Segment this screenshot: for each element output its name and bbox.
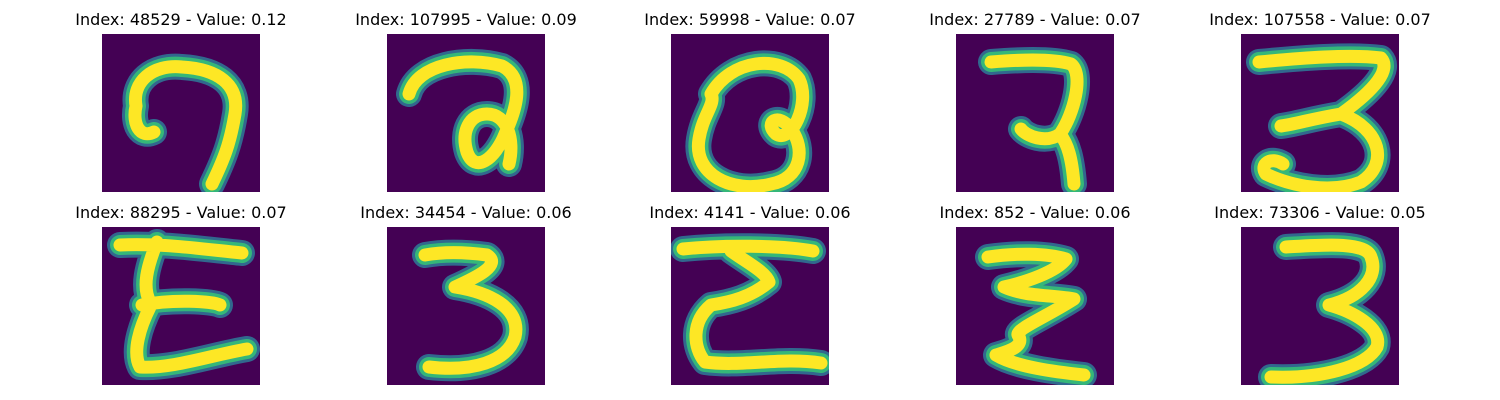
digit-strokes (956, 227, 1114, 385)
digit-image (1241, 227, 1399, 385)
panel-title: Index: 59998 - Value: 0.07 (644, 10, 856, 29)
digit-image (956, 227, 1114, 385)
digit-image (671, 227, 829, 385)
digit-strokes (387, 34, 545, 192)
image-panel: Index: 34454 - Value: 0.06 (316, 193, 616, 385)
digit-strokes (1241, 34, 1399, 192)
image-panel: Index: 59998 - Value: 0.07 (600, 0, 900, 192)
digit-image (387, 227, 545, 385)
digit-strokes (102, 227, 260, 385)
panel-title: Index: 107995 - Value: 0.09 (355, 10, 577, 29)
image-panel: Index: 107995 - Value: 0.09 (316, 0, 616, 192)
digit-strokes (956, 34, 1114, 192)
digit-image (671, 34, 829, 192)
digit-image (387, 34, 545, 192)
panel-title: Index: 4141 - Value: 0.06 (649, 203, 851, 222)
digit-image (102, 34, 260, 192)
digit-strokes (387, 227, 545, 385)
panel-title: Index: 852 - Value: 0.06 (939, 203, 1131, 222)
digit-strokes (671, 227, 829, 385)
image-panel: Index: 107558 - Value: 0.07 (1170, 0, 1470, 192)
panel-title: Index: 88295 - Value: 0.07 (75, 203, 287, 222)
digit-image (102, 227, 260, 385)
panel-title: Index: 27789 - Value: 0.07 (929, 10, 1141, 29)
panel-title: Index: 34454 - Value: 0.06 (360, 203, 572, 222)
panel-title: Index: 48529 - Value: 0.12 (75, 10, 287, 29)
image-panel: Index: 88295 - Value: 0.07 (31, 193, 331, 385)
digit-strokes (102, 34, 260, 192)
digit-strokes (1241, 227, 1399, 385)
digit-image (956, 34, 1114, 192)
image-panel: Index: 48529 - Value: 0.12 (31, 0, 331, 192)
image-panel: Index: 27789 - Value: 0.07 (885, 0, 1185, 192)
digit-image (1241, 34, 1399, 192)
panel-title: Index: 73306 - Value: 0.05 (1214, 203, 1426, 222)
panel-title: Index: 107558 - Value: 0.07 (1209, 10, 1431, 29)
digit-strokes (671, 34, 829, 192)
image-panel: Index: 4141 - Value: 0.06 (600, 193, 900, 385)
image-panel: Index: 73306 - Value: 0.05 (1170, 193, 1470, 385)
image-panel: Index: 852 - Value: 0.06 (885, 193, 1185, 385)
